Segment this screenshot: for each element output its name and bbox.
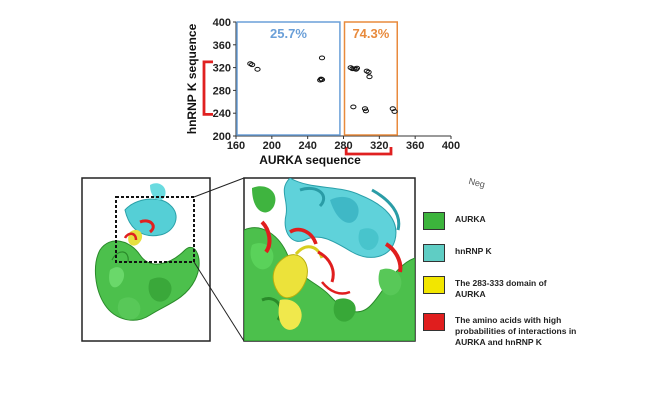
x-tick-label: 280 <box>334 140 352 152</box>
data-point <box>363 68 370 74</box>
data-point <box>247 61 254 67</box>
x-tick-label: 320 <box>370 140 388 152</box>
legend-swatch <box>423 313 445 332</box>
y-axis-title: hnRNP K sequence <box>185 23 199 134</box>
y-bracket <box>202 60 213 116</box>
x-bracket <box>344 147 393 156</box>
legend-swatch <box>423 212 445 230</box>
data-point <box>365 69 372 75</box>
y-tick-label: 240 <box>213 108 231 120</box>
data-point <box>366 74 373 80</box>
y-tick-label: 280 <box>213 85 231 97</box>
data-point <box>318 55 326 61</box>
data-point <box>353 65 361 71</box>
zoom-connector-top <box>193 177 245 198</box>
legend-label: The 283-333 domain of AURKA <box>455 278 547 299</box>
y-tick-label: 200 <box>213 131 231 143</box>
data-point <box>361 106 369 112</box>
x-axis-title: AURKA sequence <box>259 153 361 167</box>
data-point <box>254 66 261 72</box>
legend-item-domain: The 283-333 domain of AURKA <box>423 276 633 299</box>
region-percent-1: 74.3% <box>352 26 389 41</box>
x-tick-label: 400 <box>442 140 460 152</box>
scatter-chart: 25.7% 74.3% 160 200 240 280 320 360 40020024028… <box>185 17 460 167</box>
x-tick-label: 200 <box>263 140 281 152</box>
zoom-region-box <box>115 196 195 263</box>
y-tick-label: 400 <box>213 17 231 29</box>
x-tick-label: 240 <box>298 140 316 152</box>
data-point <box>347 65 354 70</box>
x-tick-label: 160 <box>227 140 245 152</box>
region-box-0 <box>236 21 341 136</box>
overview-structure <box>94 183 200 321</box>
legend-label: hnRNP K <box>455 246 492 256</box>
data-point <box>391 109 398 114</box>
legend-label: AURKA <box>455 214 486 224</box>
legend-label: The amino acids with high probabilities … <box>455 315 577 347</box>
legend-item-hnrnpk: hnRNP K <box>423 244 633 262</box>
legend-swatch <box>423 244 445 262</box>
region-percent-0: 25.7% <box>270 26 307 41</box>
legend-item-aurka: AURKA <box>423 212 633 230</box>
data-point <box>350 104 357 110</box>
legend: AURKA hnRNP K The 283-333 domain of AURK… <box>423 212 633 361</box>
region-box-1 <box>343 21 398 136</box>
y-tick-label: 360 <box>213 40 231 52</box>
zoom-structure <box>244 178 415 341</box>
zoom-connector-bottom <box>193 261 245 342</box>
data-point <box>318 77 326 82</box>
legend-swatch <box>423 276 445 294</box>
data-point <box>362 108 369 114</box>
data-point <box>249 62 256 68</box>
x-tick-label: 360 <box>406 140 424 152</box>
legend-item-interactions: The amino acids with high probabilities … <box>423 313 633 347</box>
y-tick-label: 320 <box>213 63 231 75</box>
